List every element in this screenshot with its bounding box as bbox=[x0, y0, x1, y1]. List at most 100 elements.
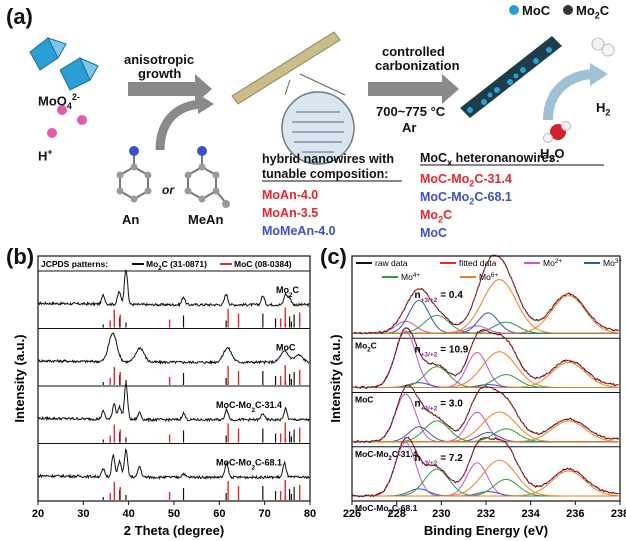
legend-moc: MoC bbox=[522, 3, 551, 18]
hybrid-item-0: MoAn-4.0 bbox=[262, 188, 319, 202]
hetero-item-3: MoC bbox=[420, 226, 448, 240]
xps-component-7 bbox=[352, 470, 619, 497]
jcpds-moc-label: MoC (08-0384) bbox=[234, 259, 292, 269]
x-tick-label: 60 bbox=[213, 508, 225, 520]
temperature-label: 700~775 °C bbox=[376, 104, 446, 119]
xps-fit-3 bbox=[352, 436, 619, 497]
gas-label: Ar bbox=[402, 120, 417, 135]
xps-legend-label: Mo2+ bbox=[543, 258, 562, 269]
xps-component-7 bbox=[352, 295, 619, 334]
aniline-molecule-icon bbox=[119, 153, 149, 201]
her-arrow-icon bbox=[543, 69, 597, 121]
xps-legend-label: Mo6+ bbox=[479, 272, 498, 283]
x-tick-label: 226 bbox=[343, 508, 361, 520]
xps-fit-1 bbox=[352, 326, 619, 388]
methylaniline-molecule-icon bbox=[187, 153, 227, 204]
legend-mo2c: Mo2C bbox=[576, 3, 610, 21]
xps-component-5 bbox=[352, 478, 619, 497]
x-tick-label: 40 bbox=[123, 508, 135, 520]
hybrid-title-line1: hybrid nanowires with bbox=[262, 152, 394, 166]
mean-label: MeAn bbox=[188, 212, 224, 227]
xps-component-3 bbox=[352, 431, 619, 443]
xrd-y-axis-label: Intensity (a.u.) bbox=[12, 334, 27, 422]
xps-legend-label: fitted data bbox=[459, 258, 497, 268]
proton-dots-icon bbox=[47, 105, 87, 138]
xps-legend-label: raw data bbox=[375, 258, 408, 268]
carbonization-arrow-icon bbox=[368, 74, 459, 104]
panel-b-label: (b) bbox=[6, 244, 35, 269]
xps-component-2 bbox=[352, 426, 619, 443]
or-label: or bbox=[162, 183, 174, 197]
x-tick-label: 70 bbox=[259, 508, 271, 520]
xps-component-5 bbox=[352, 428, 619, 443]
mo2c-ball-icon bbox=[563, 5, 573, 15]
xps-legend-label: Mo3+ bbox=[603, 258, 622, 269]
xps-n-value-2: n+3/+2 = 3.0 bbox=[415, 399, 464, 413]
hetero-title: MoCx heteronanowires: bbox=[420, 151, 560, 168]
xps-raw-2 bbox=[351, 384, 619, 444]
xps-component-1 bbox=[352, 351, 619, 388]
jcpds-label: JCPDS patterns: bbox=[41, 259, 108, 269]
xrd-chart: JCPDS patterns: Mo2C (31-0871) MoC (08-038… bbox=[12, 255, 316, 538]
moo4-label: MoO42- bbox=[38, 92, 80, 111]
xps-sample-label-3: MoC-Mo2C-68.1 bbox=[355, 503, 418, 516]
xps-n-value-0: n+3/+2 = 0.4 bbox=[415, 290, 464, 304]
growth-label-line2: growth bbox=[138, 66, 182, 81]
xps-fit-2 bbox=[352, 384, 619, 443]
x-tick-label: 20 bbox=[32, 508, 44, 520]
h2-molecule-icon bbox=[591, 37, 615, 57]
xrd-curve-0 bbox=[38, 269, 310, 308]
xps-n-value-3: n+3/+2 = 7.2 bbox=[415, 453, 464, 467]
xps-sample-label-0: Mo2C bbox=[355, 340, 377, 353]
xrd-curve-2 bbox=[37, 382, 310, 423]
x-tick-label: 50 bbox=[168, 508, 180, 520]
x-tick-label: 30 bbox=[77, 508, 89, 520]
schematic-graphics bbox=[29, 5, 615, 208]
xps-n-value-1: n+3/+2 = 10.9 bbox=[415, 344, 469, 358]
hybrid-title-line2: tunable composition: bbox=[262, 167, 389, 181]
panel-c-label: (c) bbox=[320, 244, 347, 269]
xps-x-axis-label: Binding Energy (eV) bbox=[424, 523, 548, 538]
hybrid-item-1: MoAn-3.5 bbox=[262, 206, 319, 220]
curved-arrow-icon bbox=[155, 99, 206, 151]
xps-component-7 bbox=[352, 420, 619, 443]
growth-label-line1: anisotropic bbox=[124, 52, 195, 67]
growth-arrow-icon bbox=[128, 74, 212, 104]
an-label: An bbox=[122, 212, 140, 227]
moc-ball-icon bbox=[509, 5, 519, 15]
xps-component-0 bbox=[352, 393, 619, 443]
carbonization-label-line1: controlled bbox=[382, 44, 445, 59]
x-tick-label: 228 bbox=[387, 508, 405, 520]
xps-y-axis-label: Intensity (a.u.) bbox=[328, 334, 343, 422]
xps-chart: raw data fitted data Mo2+ Mo3+ Mo4+ Mo6+ n+3/+… bbox=[328, 254, 626, 538]
hetero-item-0: MoC-Mo2C-31.4 bbox=[420, 172, 512, 189]
xps-legend-label: Mo4+ bbox=[401, 272, 420, 283]
xps-sample-label-1: MoC bbox=[355, 395, 373, 405]
carbonization-label-line2: carbonization bbox=[375, 58, 460, 73]
xrd-series-label-0: Mo2C bbox=[276, 285, 300, 299]
hetero-item-2: Mo2C bbox=[420, 208, 453, 225]
xps-component-5 bbox=[352, 374, 619, 388]
x-tick-label: 230 bbox=[432, 508, 450, 520]
proton-label: H+ bbox=[38, 147, 53, 164]
xrd-curve-3 bbox=[37, 448, 310, 481]
x-tick-label: 232 bbox=[477, 508, 495, 520]
hybrid-nanowire-icon bbox=[231, 31, 341, 105]
x-tick-label: 80 bbox=[304, 508, 316, 520]
water-molecule-icon bbox=[543, 121, 571, 143]
x-tick-label: 236 bbox=[566, 508, 584, 520]
hetero-item-1: MoC-Mo2C-68.1 bbox=[420, 190, 512, 207]
xps-component-6 bbox=[352, 459, 619, 497]
moo4-tetrahedron-icon bbox=[29, 37, 99, 91]
xps-component-7 bbox=[352, 361, 619, 388]
x-tick-label: 238 bbox=[611, 508, 626, 520]
xps-raw-1 bbox=[351, 327, 619, 390]
plot-frame bbox=[351, 255, 621, 502]
nanowire-zoom-icon bbox=[281, 91, 355, 165]
jcpds-mo2c-label: Mo2C (31-0871) bbox=[146, 259, 207, 272]
xrd-series-label-2: MoC-Mo2C-31.4 bbox=[216, 400, 282, 414]
x-tick-label: 234 bbox=[521, 508, 540, 520]
xrd-x-axis-label: 2 Theta (degree) bbox=[124, 523, 224, 538]
h2-label: H2 bbox=[596, 100, 611, 118]
